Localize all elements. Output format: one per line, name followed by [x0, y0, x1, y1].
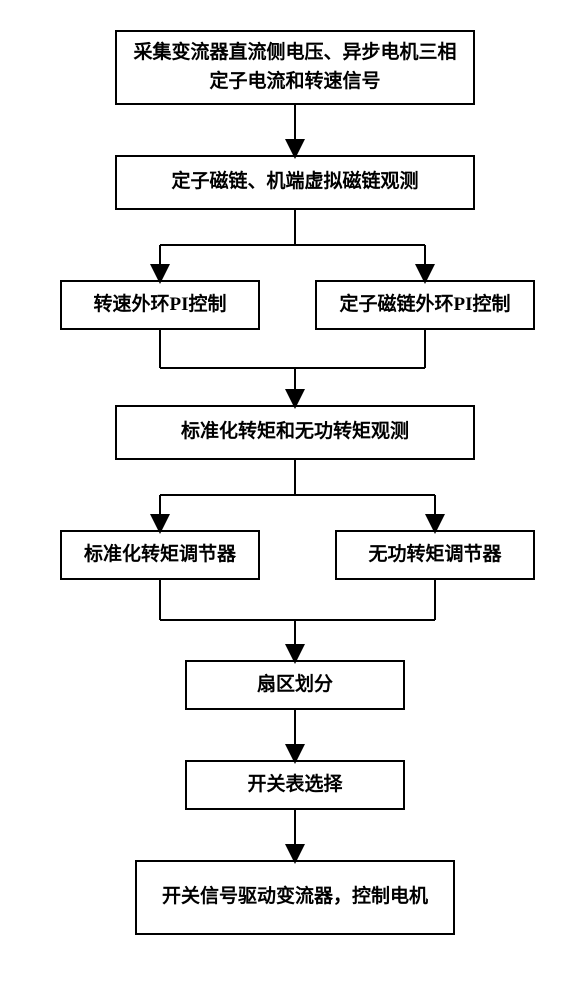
- node-reactive-torque-reg: 无功转矩调节器: [335, 530, 535, 580]
- node-stator-flux-pi: 定子磁链外环PI控制: [315, 280, 535, 330]
- node-observe-flux: 定子磁链、机端虚拟磁链观测: [115, 155, 475, 210]
- node-sector: 扇区划分: [185, 660, 405, 710]
- node-speed-pi: 转速外环PI控制: [60, 280, 260, 330]
- arrows-layer: [0, 0, 580, 1000]
- node-collect: 采集变流器直流侧电压、异步电机三相定子电流和转速信号: [115, 30, 475, 105]
- node-torque-observe: 标准化转矩和无功转矩观测: [115, 405, 475, 460]
- node-switch-table: 开关表选择: [185, 760, 405, 810]
- flowchart-container: 采集变流器直流侧电压、异步电机三相定子电流和转速信号 定子磁链、机端虚拟磁链观测…: [0, 0, 580, 1000]
- node-norm-torque-reg: 标准化转矩调节器: [60, 530, 260, 580]
- node-drive-converter: 开关信号驱动变流器，控制电机: [135, 860, 455, 935]
